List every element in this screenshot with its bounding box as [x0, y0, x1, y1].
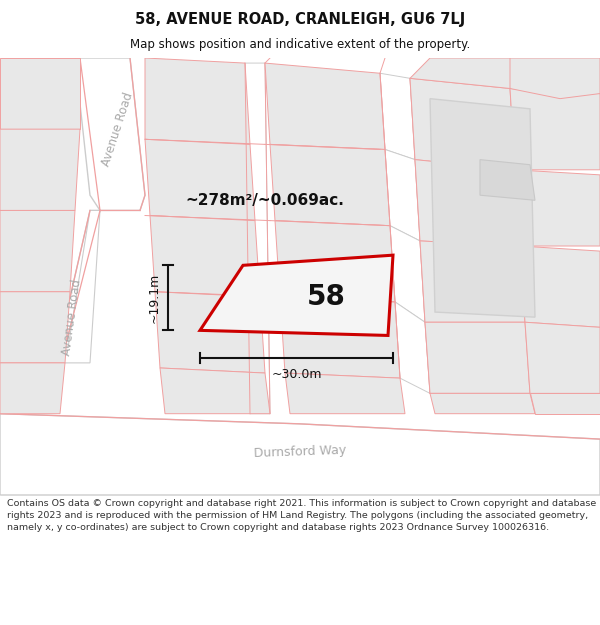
Polygon shape: [265, 63, 385, 149]
Polygon shape: [430, 393, 535, 414]
Polygon shape: [0, 211, 75, 292]
Polygon shape: [145, 139, 255, 221]
Text: Avenue Road: Avenue Road: [60, 278, 84, 356]
Polygon shape: [520, 246, 600, 328]
Text: 58: 58: [307, 282, 346, 311]
Polygon shape: [380, 73, 415, 159]
Polygon shape: [385, 149, 420, 241]
Polygon shape: [510, 89, 600, 170]
Polygon shape: [425, 322, 530, 393]
Text: ~278m²/~0.069ac.: ~278m²/~0.069ac.: [185, 192, 344, 208]
Polygon shape: [430, 99, 535, 317]
Text: Map shows position and indicative extent of the property.: Map shows position and indicative extent…: [130, 38, 470, 51]
Polygon shape: [200, 255, 393, 336]
Polygon shape: [530, 393, 600, 414]
Polygon shape: [0, 292, 70, 363]
Polygon shape: [515, 170, 600, 246]
Text: Durnsford Way: Durnsford Way: [254, 444, 346, 461]
Polygon shape: [420, 241, 525, 322]
Polygon shape: [160, 368, 270, 414]
Polygon shape: [510, 58, 600, 94]
Polygon shape: [390, 226, 425, 322]
Text: Contains OS data © Crown copyright and database right 2021. This information is : Contains OS data © Crown copyright and d…: [7, 499, 596, 531]
Polygon shape: [410, 58, 510, 89]
Polygon shape: [270, 144, 390, 226]
Polygon shape: [480, 159, 535, 200]
Polygon shape: [500, 58, 600, 99]
Polygon shape: [0, 363, 65, 414]
Polygon shape: [155, 292, 265, 373]
Polygon shape: [75, 58, 145, 211]
Polygon shape: [0, 58, 80, 129]
Polygon shape: [410, 78, 515, 170]
Polygon shape: [415, 159, 520, 246]
Polygon shape: [395, 302, 430, 393]
Polygon shape: [150, 216, 260, 297]
Text: 58, AVENUE ROAD, CRANLEIGH, GU6 7LJ: 58, AVENUE ROAD, CRANLEIGH, GU6 7LJ: [135, 12, 465, 27]
Polygon shape: [245, 63, 270, 414]
Polygon shape: [145, 58, 250, 144]
Polygon shape: [55, 211, 100, 363]
Text: ~19.1m: ~19.1m: [148, 272, 161, 323]
Polygon shape: [280, 297, 400, 378]
Text: Avenue Road: Avenue Road: [100, 91, 136, 168]
Text: ~30.0m: ~30.0m: [271, 368, 322, 381]
Polygon shape: [0, 129, 80, 211]
Polygon shape: [0, 414, 600, 495]
Polygon shape: [275, 221, 395, 302]
Polygon shape: [0, 211, 100, 363]
Polygon shape: [285, 373, 405, 414]
Polygon shape: [525, 322, 600, 393]
